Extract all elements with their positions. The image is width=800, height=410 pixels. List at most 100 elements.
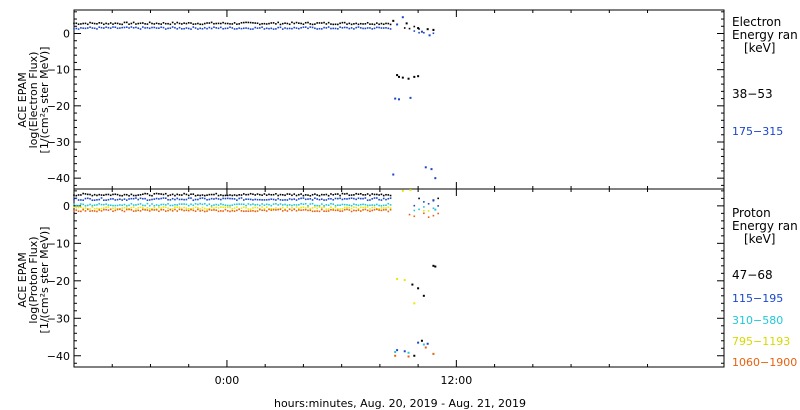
data-point: [148, 199, 151, 201]
data-point: [226, 210, 229, 212]
data-point: [160, 203, 162, 206]
data-point: [217, 198, 220, 200]
data-point: [398, 98, 400, 101]
data-point: [164, 192, 167, 195]
data-point: [98, 203, 101, 205]
data-point: [341, 192, 344, 195]
data-point: [355, 192, 357, 195]
data-point: [341, 203, 344, 206]
data-point: [320, 198, 323, 200]
data-point: [293, 198, 296, 200]
data-point: [407, 351, 410, 354]
data-point: [164, 206, 167, 209]
data-point: [213, 26, 215, 28]
data-point: [284, 27, 286, 29]
data-point: [359, 27, 362, 29]
data-point: [183, 203, 185, 205]
data-point: [302, 203, 305, 206]
data-point: [256, 193, 259, 195]
data-point: [197, 194, 199, 196]
data-point: [401, 76, 404, 79]
data-point: [89, 26, 91, 28]
data-point: [73, 206, 75, 209]
data-point: [295, 204, 298, 206]
data-point: [291, 204, 293, 207]
data-point: [245, 210, 247, 212]
data-point: [428, 34, 431, 37]
data-point: [226, 206, 229, 209]
data-point: [105, 206, 107, 209]
y-tick-label: 0: [63, 28, 70, 41]
data-point: [192, 207, 195, 210]
data-point: [190, 208, 192, 211]
data-point: [432, 32, 435, 35]
data-point: [192, 193, 195, 195]
data-point: [162, 203, 165, 206]
data-point: [362, 206, 364, 209]
data-point: [330, 202, 332, 205]
data-point: [387, 202, 390, 205]
data-point: [121, 209, 123, 212]
data-point: [107, 193, 110, 196]
data-point: [135, 208, 137, 210]
data-point: [270, 193, 273, 196]
legend-proton-47-68: 47−68: [732, 268, 773, 282]
data-point: [434, 265, 437, 268]
electron-ylabel-line1: ACE EPAM: [16, 72, 29, 127]
data-point: [339, 210, 341, 212]
data-point: [295, 209, 298, 212]
data-point: [112, 26, 114, 28]
data-point: [123, 21, 126, 24]
data-point: [270, 204, 273, 207]
data-point: [206, 208, 208, 210]
data-point: [369, 23, 371, 25]
electron-ylabel: ACE EPAM log(Electron Flux) [1/(cm²s ste…: [16, 47, 51, 154]
data-point: [291, 21, 293, 24]
data-point: [146, 199, 149, 202]
data-point: [91, 199, 94, 202]
data-point: [190, 203, 192, 206]
data-point: [121, 194, 123, 197]
data-point: [226, 204, 229, 207]
data-point: [293, 22, 296, 25]
data-point: [155, 27, 158, 29]
data-point: [396, 349, 399, 352]
data-point: [151, 26, 153, 29]
data-point: [224, 204, 227, 207]
data-point: [82, 203, 84, 206]
data-point: [427, 216, 430, 218]
data-point: [373, 27, 376, 30]
data-point: [298, 204, 300, 206]
data-point: [385, 22, 387, 25]
data-point: [437, 205, 439, 207]
data-point: [300, 206, 302, 209]
data-point: [359, 197, 362, 200]
data-point: [389, 204, 392, 206]
data-point: [80, 27, 82, 29]
data-point: [125, 199, 128, 201]
data-point: [304, 208, 307, 211]
data-point: [302, 194, 305, 197]
data-point: [222, 194, 224, 197]
data-point: [323, 193, 325, 196]
data-point: [160, 208, 162, 211]
data-point: [162, 21, 165, 24]
data-point: [311, 210, 314, 213]
data-point: [197, 203, 199, 206]
data-point: [268, 203, 270, 206]
data-point: [325, 210, 328, 213]
data-point: [185, 203, 188, 206]
data-point: [252, 207, 254, 209]
data-point: [332, 23, 335, 26]
data-point: [164, 197, 167, 200]
data-point: [80, 199, 82, 201]
data-point: [307, 194, 309, 196]
data-point: [213, 193, 215, 196]
data-point: [220, 210, 222, 212]
data-point: [413, 215, 416, 218]
data-point: [233, 198, 236, 200]
data-point: [261, 206, 263, 208]
data-point: [339, 204, 341, 207]
data-point: [284, 22, 286, 24]
